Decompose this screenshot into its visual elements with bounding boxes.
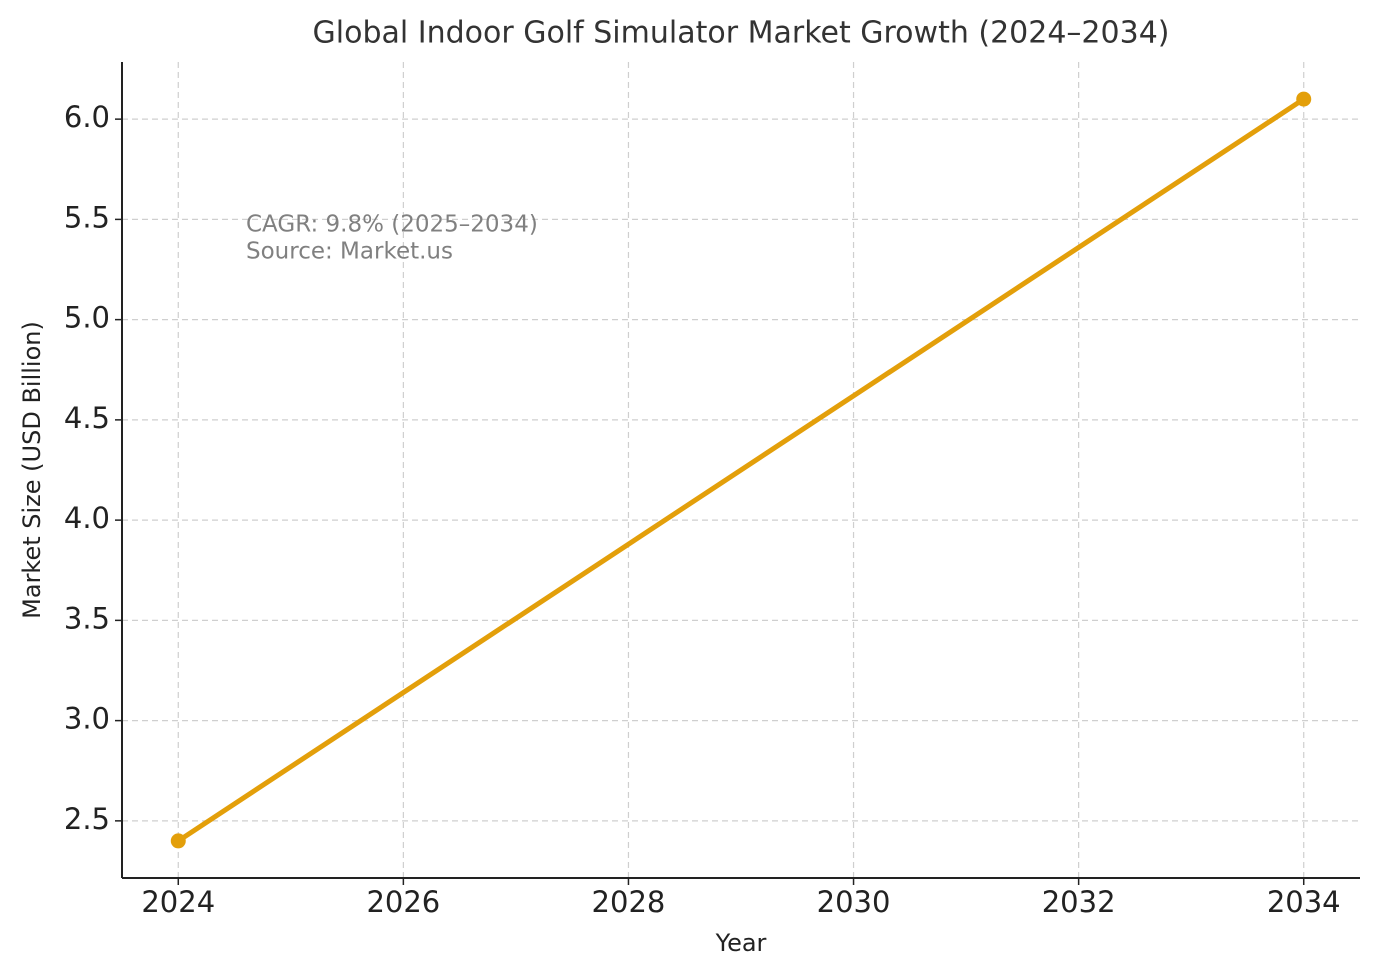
x-tick-label: 2030 xyxy=(817,885,891,919)
y-axis-label: Market Size (USD Billion) xyxy=(18,321,46,619)
chart-title: Global Indoor Golf Simulator Market Grow… xyxy=(313,16,1170,51)
y-tick-label: 2.5 xyxy=(64,802,110,836)
x-axis-label: Year xyxy=(715,929,767,957)
x-tick-label: 2024 xyxy=(141,885,215,919)
x-tick-label: 2032 xyxy=(1042,885,1116,919)
line xyxy=(175,96,1307,844)
point xyxy=(170,833,186,849)
annotation: CAGR: 9.8% (2025–2034) xyxy=(246,212,538,238)
y-tick-label: 6.0 xyxy=(64,100,110,134)
x-tick-label: 2034 xyxy=(1267,885,1341,919)
y-tick-label: 3.0 xyxy=(64,702,110,736)
annotation: Source: Market.us xyxy=(246,239,453,265)
y-tick-label: 5.5 xyxy=(64,200,110,234)
y-tick-label: 5.0 xyxy=(64,301,110,335)
x-tick-label: 2026 xyxy=(366,885,440,919)
y-tick-label: 4.0 xyxy=(64,501,110,535)
x-tick-label: 2028 xyxy=(592,885,666,919)
point xyxy=(1296,91,1312,107)
y-tick-label: 3.5 xyxy=(64,601,110,635)
y-tick-label: 4.5 xyxy=(64,401,110,435)
